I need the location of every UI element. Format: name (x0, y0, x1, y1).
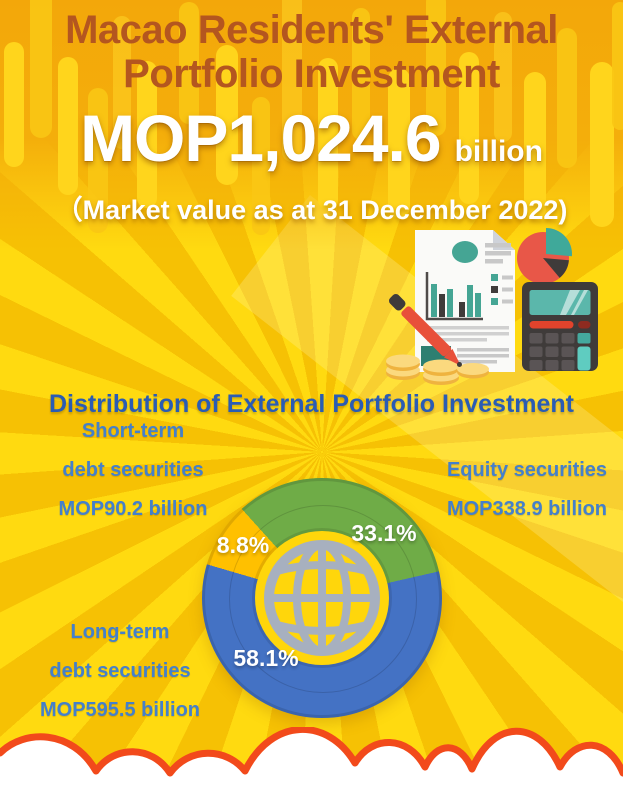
bar-decoration (58, 57, 78, 195)
bar-decoration (557, 28, 577, 168)
wave-stroke (0, 727, 623, 777)
wave-fill (0, 729, 623, 790)
bar-decoration (524, 72, 546, 220)
label-value: MOP595.5 billion (39, 699, 201, 721)
wave-decoration (0, 727, 623, 790)
finance-illustration (386, 228, 598, 385)
pen-icon (389, 294, 462, 367)
label-line: debt securities (62, 459, 204, 481)
bar-decoration (88, 88, 108, 233)
page-title: Macao Residents' External Portfolio Inve… (0, 8, 623, 96)
section-heading: Distribution of External Portfolio Inves… (48, 390, 575, 418)
bar-decoration (352, 8, 370, 140)
market-value-subtitle: （Market value as at 31 December 2022) (55, 195, 568, 225)
bar-decoration (282, 0, 302, 162)
percent-label-long-term: 58.1% (233, 645, 299, 671)
label-line: Equity securities (446, 459, 608, 481)
bar-decoration (4, 42, 24, 167)
bar-decoration (137, 61, 157, 208)
label-line: Long-term (70, 621, 170, 643)
donut-chart (202, 478, 442, 718)
coins-icon (386, 354, 489, 385)
label-value: MOP90.2 billion (58, 498, 208, 520)
bar-decoration (30, 0, 52, 138)
bar-decoration (494, 12, 512, 142)
document-icon (415, 230, 515, 372)
top-bars-pattern (0, 0, 623, 250)
bar-decoration (113, 16, 131, 149)
label-value: MOP338.9 billion (446, 498, 608, 520)
bar-chart-icon (425, 272, 483, 321)
label-line: Short-term (81, 420, 185, 442)
amount-value: MOP1,024.6 (80, 101, 442, 175)
label-equity-securities: Equity securities MOP338.9 billion (447, 451, 607, 529)
label-short-term-debt: Short-term debt securities MOP90.2 billi… (59, 412, 208, 529)
headline-amount: MOP1,024.6 billion (0, 100, 623, 176)
pie-chart-icon (517, 228, 573, 284)
label-long-term-debt: Long-term debt securities MOP595.5 billi… (40, 613, 200, 730)
donut-inner-ring-decoration (229, 505, 417, 693)
bar-decoration (590, 62, 614, 227)
bar-decoration (318, 58, 338, 210)
bar-decoration (216, 45, 238, 185)
bar-decoration (179, 2, 199, 124)
bar-decoration (426, 0, 446, 136)
bar-decoration (459, 52, 479, 204)
page-title-line1: Macao Residents' External (65, 8, 558, 52)
globe-icon (264, 540, 380, 656)
bar-decoration (252, 97, 270, 235)
label-line: debt securities (49, 660, 191, 682)
percent-label-short-term: 8.8% (216, 532, 270, 558)
page-title-line2: Portfolio Investment (123, 52, 500, 96)
bar-decoration (388, 68, 410, 218)
calculator-icon (522, 282, 598, 371)
amount-unit: billion (454, 135, 543, 168)
percent-label-equity: 33.1% (351, 520, 417, 546)
bar-decoration (612, 2, 623, 130)
